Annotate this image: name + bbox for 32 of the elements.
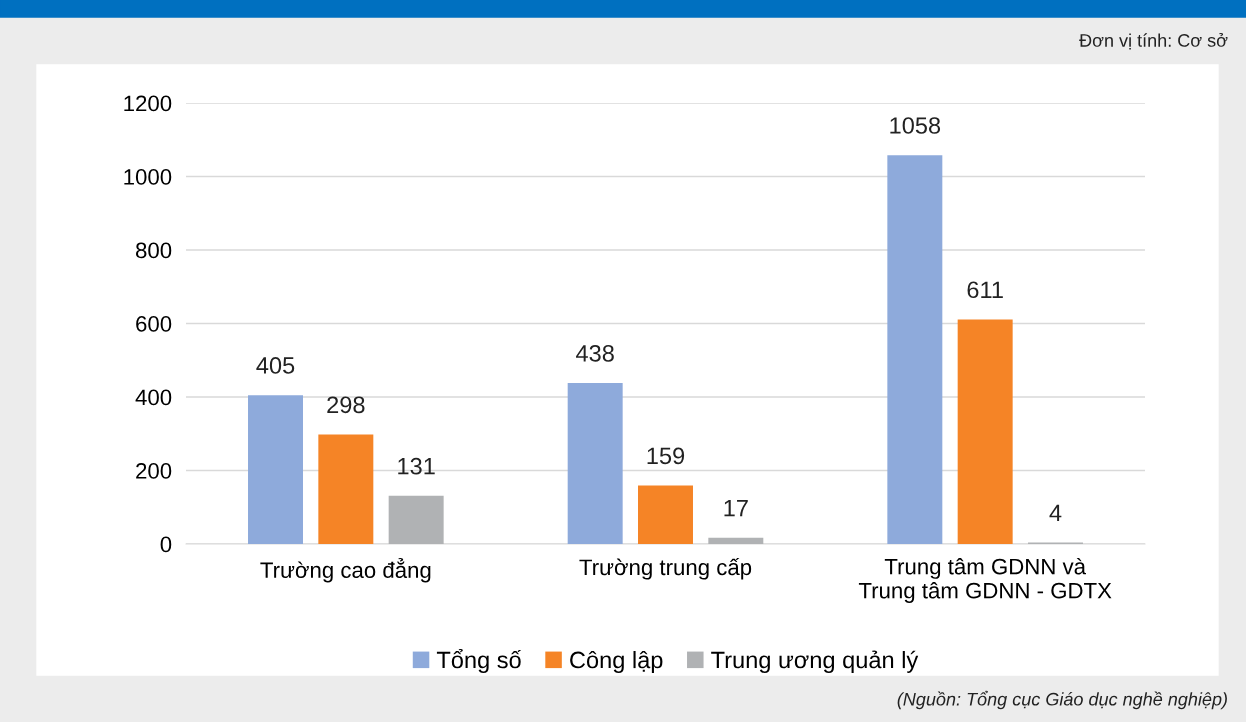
bar (708, 537, 764, 544)
x-tick-label: Trường trung cấp (579, 557, 752, 580)
text: Đơn vị tính: Cơ sở (1079, 33, 1228, 50)
data-label: 159 (647, 447, 685, 465)
y-tick-label: 400 (135, 389, 172, 406)
data-label: 17 (724, 499, 748, 517)
bar (318, 434, 374, 544)
data-label: 405 (256, 357, 295, 374)
bar (388, 495, 444, 544)
y-tick-label: 800 (136, 242, 172, 259)
x-tick-label: Trường cao đẳng (260, 557, 431, 583)
bar (887, 155, 943, 544)
bar (957, 319, 1013, 544)
text: (Nguồn: Tổng cục Giáo dục nghề nghiệp) (897, 690, 1227, 710)
data-label: 4 (1049, 504, 1062, 521)
data-label: 611 (967, 281, 1003, 299)
y-tick-label: 600 (136, 316, 172, 332)
data-label: 438 (576, 344, 614, 362)
x-tick-label: Trung tâm GDNN và Trung tâm GDNN - GDTX (858, 557, 1112, 603)
legend-label: Trung ương quản lý (711, 650, 919, 673)
y-tick-label: 1000 (124, 169, 172, 185)
y-tick-label: 1200 (124, 95, 172, 112)
y-tick-label: 200 (136, 463, 172, 479)
data-label: 1058 (890, 117, 941, 134)
data-label: 298 (327, 396, 365, 414)
legend-label: Công lập (570, 650, 663, 673)
data-label: 131 (398, 457, 435, 475)
bar (248, 395, 303, 544)
bar (567, 383, 623, 544)
bar (638, 485, 693, 544)
y-tick-label: 0 (160, 536, 172, 553)
legend-label: Tổng số (436, 649, 522, 673)
